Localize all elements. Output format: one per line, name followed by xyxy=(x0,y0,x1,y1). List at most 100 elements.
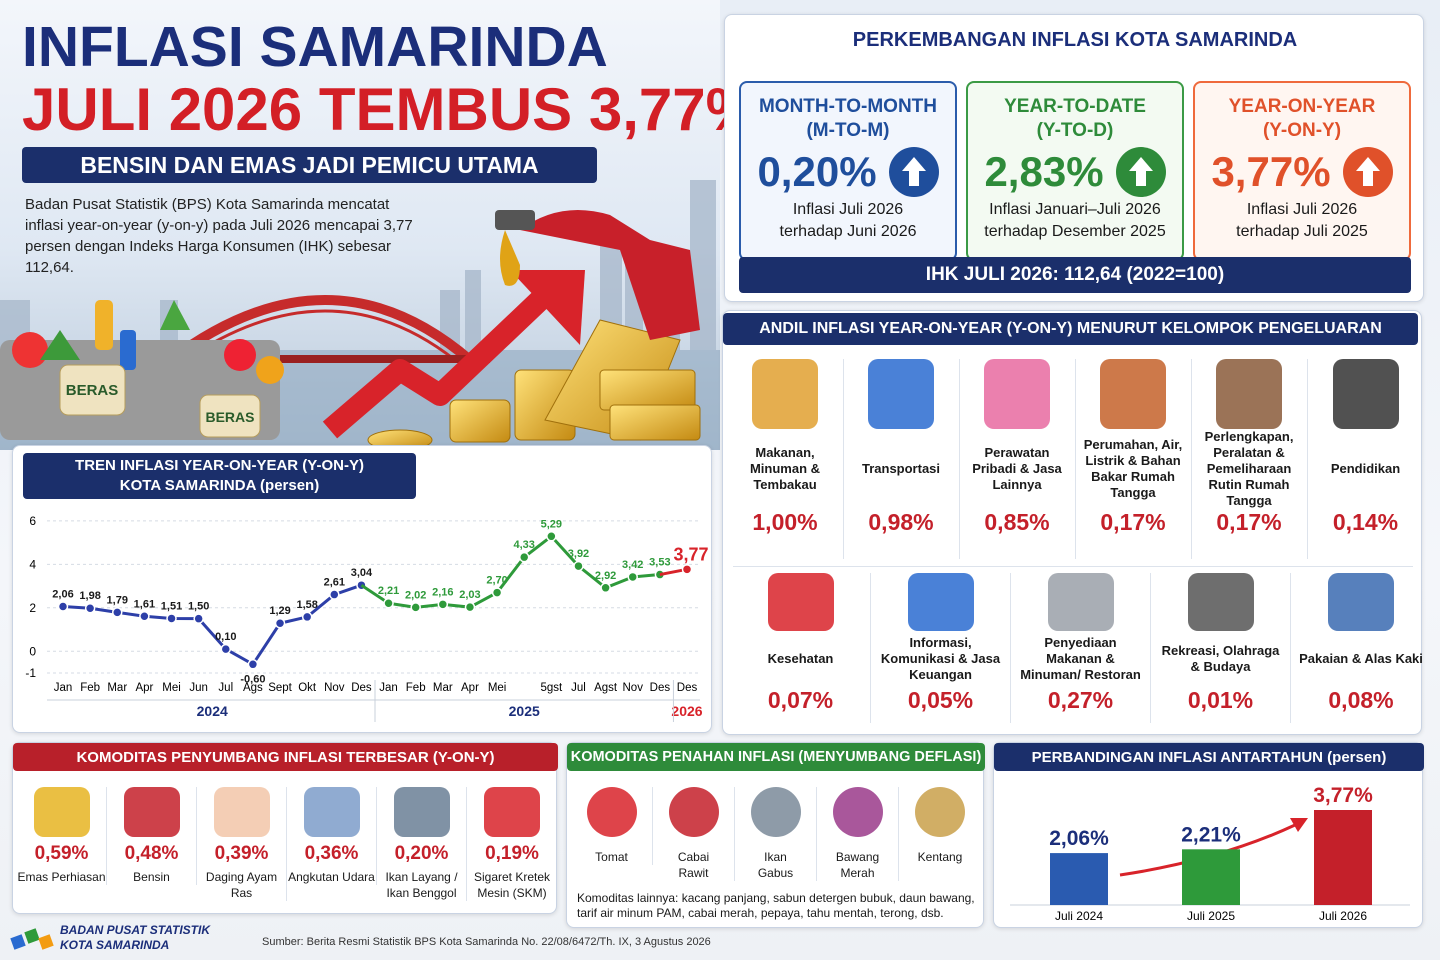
andil-value: 0,98% xyxy=(868,509,934,535)
card-abbr: (Y-TO-D) xyxy=(1036,120,1114,141)
komoditas-item: 0,48% Bensin xyxy=(107,787,197,885)
komoditas-value: 0,20% xyxy=(394,843,449,864)
card-heading: YEAR-TO-DATE (Y-TO-D) xyxy=(968,95,1182,143)
card-note-line: Inflasi Juli 2026 xyxy=(792,201,904,218)
andil-icon xyxy=(907,573,974,631)
card-note-line: Inflasi Januari–Juli 2026 xyxy=(989,201,1161,218)
card-note-line: terhadap Desember 2025 xyxy=(984,223,1166,240)
subtitle: BENSIN DAN EMAS JADI PEMICU UTAMA xyxy=(22,147,597,183)
card-heading-text: YEAR-TO-DATE xyxy=(1004,96,1146,117)
andil-icon xyxy=(767,573,834,631)
org-line-2: KOTA SAMARINDA xyxy=(60,938,170,952)
source: Sumber: Berita Resmi Statistik BPS Kota … xyxy=(262,936,711,948)
andil-label: Pendidikan xyxy=(1330,461,1401,476)
card-value: 2,83% xyxy=(968,147,1182,197)
sack-label: BERAS xyxy=(205,409,254,425)
andil-group: Transportasi 0,98% xyxy=(843,359,960,559)
andil-value: 0,08% xyxy=(1328,687,1394,713)
card-note: Inflasi Juli 2026 terhadap Juni 2026 xyxy=(741,199,955,243)
andil-value: 0,27% xyxy=(1047,687,1114,713)
komoditas-value: 0,48% xyxy=(124,843,179,864)
card-heading-text: YEAR-ON-YEAR xyxy=(1228,96,1376,117)
card-note: Inflasi Januari–Juli 2026 terhadap Desemb… xyxy=(968,199,1182,243)
andil-label: Rekreasi, Olahraga & Budaya xyxy=(1161,643,1280,674)
komoditas-panel: KOMODITAS PENYUMBANG INFLASI TERBESAR (Y… xyxy=(12,742,558,914)
penahan-item: Kentang xyxy=(899,787,981,865)
andil-label: Transportasi xyxy=(861,461,941,476)
andil-icon xyxy=(752,359,818,429)
komoditas-icon xyxy=(393,787,450,837)
trend-title-box: TREN INFLASI YEAR-ON-YEAR (Y-ON-Y) KOTA … xyxy=(23,453,416,499)
penahan-icon xyxy=(586,787,637,837)
trend-title: TREN INFLASI YEAR-ON-YEAR (Y-ON-Y) xyxy=(75,457,364,474)
andil-icon xyxy=(1332,359,1399,429)
description: Badan Pusat Statistik (BPS) Kota Samarin… xyxy=(25,196,413,276)
card-heading: YEAR-ON-YEAR (Y-ON-Y) xyxy=(1195,95,1409,143)
komoditas-item: 0,20% Ikan Layang / Ikan Benggol xyxy=(377,787,467,901)
komoditas-icon xyxy=(303,787,360,837)
penahan-note: Komoditas lainnya: kacang panjang, sabun… xyxy=(577,891,975,920)
andil-icon xyxy=(1187,573,1254,631)
andil-label: Kesehatan xyxy=(767,651,834,666)
andil-label: Perawatan Pribadi & Jasa Lainnya xyxy=(972,445,1062,492)
andil-title: ANDIL INFLASI YEAR-ON-YEAR (Y-ON-Y) MENU… xyxy=(723,313,1418,345)
penahan-label: Kentang xyxy=(917,850,963,864)
card-arrow xyxy=(888,147,939,197)
andil-value: 0,17% xyxy=(1216,509,1282,535)
penahan-label: Bawang Merah xyxy=(835,850,880,880)
komoditas-icon xyxy=(123,787,180,837)
andil-label: Perlengkapan, Peralatan & Pemeliharaan R… xyxy=(1204,429,1294,508)
bps-logo xyxy=(10,928,54,950)
komoditas-item: 0,19% Sigaret Kretek Mesin (SKM) xyxy=(467,787,557,901)
komoditas-label: Angkutan Udara xyxy=(288,870,375,884)
penahan-item: Ikan Gabus xyxy=(735,787,817,881)
andil-label: Perumahan, Air, Listrik & Bahan Bakar Ru… xyxy=(1083,437,1183,500)
org-name: BADAN PUSAT STATISTIK KOTA SAMARINDA xyxy=(60,923,210,953)
andil-group: Perlengkapan, Peralatan & Pemeliharaan R… xyxy=(1191,359,1308,559)
andil-value: 0,07% xyxy=(767,687,834,713)
summary-panel: PERKEMBANGAN INFLASI KOTA SAMARINDA MONT… xyxy=(724,14,1424,302)
card-value: 0,20% xyxy=(741,147,955,197)
penahan-label: Tomat xyxy=(595,850,628,864)
card-abbr: (Y-ON-Y) xyxy=(1262,120,1342,141)
card-note: Inflasi Juli 2026 terhadap Juli 2025 xyxy=(1195,199,1409,243)
andil-icon xyxy=(1047,573,1114,631)
summary-card: YEAR-TO-DATE (Y-TO-D) 2,83% Inflasi Januari… xyxy=(966,81,1184,261)
andil-icon xyxy=(868,359,934,429)
penahan-item: Cabai Rawit xyxy=(653,787,735,881)
komoditas-item: 0,59% Emas Perhiasan xyxy=(17,787,107,885)
andil-label: Makanan, Minuman & Tembakau xyxy=(749,445,821,492)
card-value-text: 2,83% xyxy=(984,148,1104,195)
penahan-title: KOMODITAS PENAHAN INFLASI (MENYUMBANG DE… xyxy=(567,743,985,771)
card-heading: MONTH-TO-MONTH (M-TO-M) xyxy=(741,95,955,143)
andil-value: 0,05% xyxy=(907,687,974,713)
card-note-line: Inflasi Juli 2026 xyxy=(1246,201,1358,218)
komoditas-value: 0,19% xyxy=(485,843,539,864)
comparison-panel: PERBANDINGAN INFLASI ANTARTAHUN (persen) xyxy=(993,742,1424,928)
komoditas-icon xyxy=(213,787,270,837)
penahan-icon xyxy=(750,787,801,837)
andil-icon xyxy=(1328,573,1394,631)
sack-label: BERAS xyxy=(66,382,119,399)
penahan-panel: KOMODITAS PENAHAN INFLASI (MENYUMBANG DE… xyxy=(566,742,985,928)
komoditas-value: 0,59% xyxy=(34,843,89,864)
card-value-text: 0,20% xyxy=(757,148,877,195)
komoditas-value: 0,39% xyxy=(214,843,269,864)
title-line-1: INFLASI SAMARINDA xyxy=(22,15,608,79)
andil-label: Pakaian & Alas Kaki xyxy=(1299,651,1423,666)
andil-value: 0,14% xyxy=(1332,509,1399,535)
andil-icon xyxy=(1100,359,1166,429)
andil-value: 1,00% xyxy=(752,509,818,535)
comparison-title: PERBANDINGAN INFLASI ANTARTAHUN (persen) xyxy=(994,743,1424,771)
org-line-1: BADAN PUSAT STATISTIK xyxy=(60,923,210,937)
card-arrow xyxy=(1342,147,1393,197)
card-abbr: (M-TO-M) xyxy=(806,120,890,141)
komoditas-icon xyxy=(484,787,540,837)
trend-subtitle: KOTA SAMARINDA (persen) xyxy=(119,477,320,494)
penahan-item: Bawang Merah xyxy=(817,787,899,881)
card-note-line: terhadap Juni 2026 xyxy=(779,223,917,240)
andil-group: Perawatan Pribadi & Jasa Lainnya 0,85% xyxy=(959,359,1076,559)
summary-card: MONTH-TO-MONTH (M-TO-M) 0,20% Inflasi Juli … xyxy=(739,81,957,261)
card-value-text: 3,77% xyxy=(1211,148,1331,195)
summary-card: YEAR-ON-YEAR (Y-ON-Y) 3,77% Inflasi Juli 20… xyxy=(1193,81,1411,261)
